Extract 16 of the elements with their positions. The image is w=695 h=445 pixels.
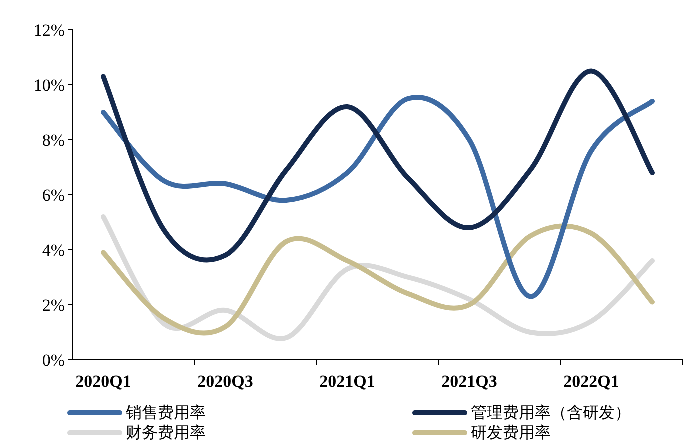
x-tick-label: 2021Q1 bbox=[320, 372, 376, 391]
x-tick-label: 2020Q3 bbox=[198, 372, 254, 391]
y-tick-label: 0% bbox=[42, 351, 65, 370]
legend-label: 财务费用率 bbox=[126, 424, 206, 442]
y-tick-label: 4% bbox=[42, 241, 65, 260]
x-tick-label: 2022Q1 bbox=[564, 372, 620, 391]
y-tick-label: 10% bbox=[34, 76, 65, 95]
y-tick-label: 6% bbox=[42, 186, 65, 205]
legend-label: 研发费用率 bbox=[471, 424, 551, 442]
legend-label: 销售费用率 bbox=[125, 404, 206, 422]
legend-label: 管理费用率（含研发） bbox=[471, 404, 631, 422]
y-tick-label: 2% bbox=[42, 296, 65, 315]
x-tick-label: 2020Q1 bbox=[76, 372, 132, 391]
x-tick-label: 2021Q3 bbox=[442, 372, 498, 391]
y-tick-label: 12% bbox=[34, 21, 65, 40]
y-tick-label: 8% bbox=[42, 131, 65, 150]
